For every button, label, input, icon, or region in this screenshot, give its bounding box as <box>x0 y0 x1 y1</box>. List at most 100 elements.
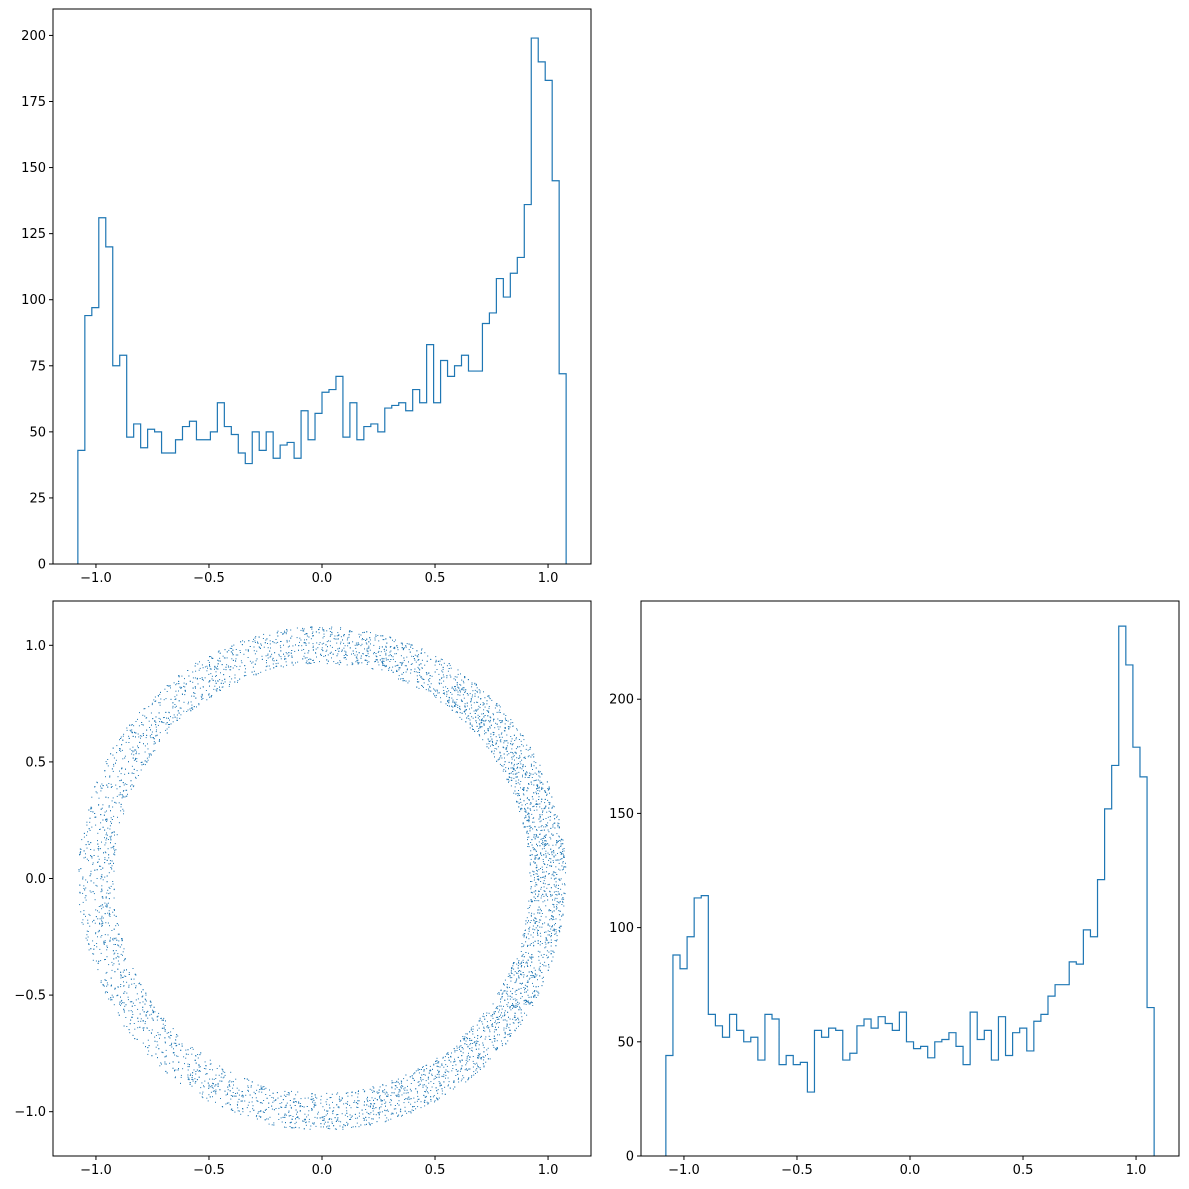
scatter-point <box>261 644 262 646</box>
scatter-point <box>442 666 444 668</box>
scatter-point <box>411 1109 413 1111</box>
scatter-point <box>237 654 239 656</box>
scatter-point <box>174 1070 175 1072</box>
scatter-point <box>539 833 541 835</box>
scatter-point <box>113 870 115 872</box>
scatter-point <box>290 1107 292 1109</box>
scatter-point <box>260 671 262 673</box>
scatter-point <box>520 763 522 765</box>
scatter-point <box>192 681 194 683</box>
scatter-point <box>369 1113 371 1115</box>
scatter-point <box>477 731 479 732</box>
scatter-point <box>419 672 420 673</box>
scatter-point <box>501 996 503 997</box>
scatter-point <box>123 1002 125 1004</box>
scatter-point <box>104 851 106 853</box>
scatter-point <box>104 770 106 772</box>
scatter-point <box>141 996 143 998</box>
scatter-point <box>314 1102 316 1104</box>
scatter-point <box>531 854 533 856</box>
scatter-point <box>524 773 526 775</box>
scatter-point <box>345 1102 347 1104</box>
scatter-point <box>362 1117 364 1119</box>
scatter-point <box>100 891 102 893</box>
scatter-point <box>466 1058 468 1060</box>
scatter-point <box>501 732 503 734</box>
scatter-point <box>548 854 550 855</box>
scatter-point <box>217 1082 219 1084</box>
scatter-point <box>471 682 473 684</box>
scatter-point <box>529 1002 531 1004</box>
scatter-point <box>219 657 221 659</box>
scatter-point <box>332 1113 334 1115</box>
scatter-point <box>406 643 408 645</box>
scatter-point <box>396 1080 398 1082</box>
y-tick-label: 50 <box>29 425 46 440</box>
scatter-point <box>346 1121 348 1123</box>
scatter-point <box>208 673 210 675</box>
scatter-point <box>272 663 274 665</box>
scatter-point <box>553 919 555 920</box>
scatter-point <box>511 777 513 779</box>
scatter-point <box>521 961 523 963</box>
scatter-point <box>480 703 481 705</box>
scatter-point <box>519 746 521 748</box>
scatter-point <box>229 676 231 678</box>
scatter-point <box>201 664 203 666</box>
scatter-point <box>170 716 171 718</box>
scatter-point <box>555 844 557 846</box>
scatter-point <box>543 871 545 873</box>
scatter-point <box>535 779 537 781</box>
scatter-point <box>524 966 525 968</box>
scatter-point <box>369 649 371 651</box>
scatter-point <box>97 861 99 863</box>
scatter-point <box>129 748 131 750</box>
scatter-point <box>516 729 518 731</box>
scatter-point <box>515 1006 517 1008</box>
scatter-point <box>86 824 88 826</box>
scatter-point <box>512 753 514 755</box>
scatter-point <box>101 917 102 919</box>
scatter-point <box>131 1016 133 1018</box>
scatter-point <box>230 669 232 671</box>
scatter-point <box>215 675 217 677</box>
scatter-point <box>500 739 502 741</box>
scatter-point <box>537 784 539 786</box>
scatter-point <box>367 1100 369 1102</box>
scatter-point <box>106 971 108 973</box>
scatter-point <box>514 740 516 741</box>
scatter-point <box>546 825 548 827</box>
scatter-point <box>550 945 552 947</box>
scatter-point <box>549 836 551 838</box>
scatter-point <box>98 797 100 799</box>
scatter-point <box>144 751 146 753</box>
scatter-point <box>484 697 486 699</box>
scatter-point <box>456 689 458 691</box>
scatter-point <box>510 1035 512 1037</box>
scatter-point <box>319 1117 321 1119</box>
scatter-point <box>184 1063 185 1065</box>
scatter-point <box>237 1104 238 1106</box>
scatter-point <box>107 912 109 914</box>
scatter-point <box>303 1118 305 1120</box>
scatter-point <box>458 1047 460 1049</box>
scatter-point <box>162 1052 164 1054</box>
scatter-point <box>146 757 148 759</box>
scatter-point <box>418 659 420 661</box>
scatter-point <box>284 1126 285 1128</box>
scatter-point <box>385 1091 387 1093</box>
scatter-point <box>155 716 157 718</box>
scatter-point <box>198 704 200 706</box>
scatter-point <box>205 1068 207 1070</box>
scatter-point <box>136 993 138 995</box>
scatter-point <box>504 723 506 725</box>
scatter-point <box>498 704 500 706</box>
scatter-point <box>401 1115 402 1117</box>
scatter-point <box>206 1097 208 1099</box>
scatter-point <box>353 653 354 655</box>
scatter-point <box>396 670 398 672</box>
scatter-point <box>222 655 224 657</box>
scatter-point <box>440 682 442 684</box>
scatter-point <box>534 885 536 887</box>
scatter-point <box>328 1104 330 1106</box>
